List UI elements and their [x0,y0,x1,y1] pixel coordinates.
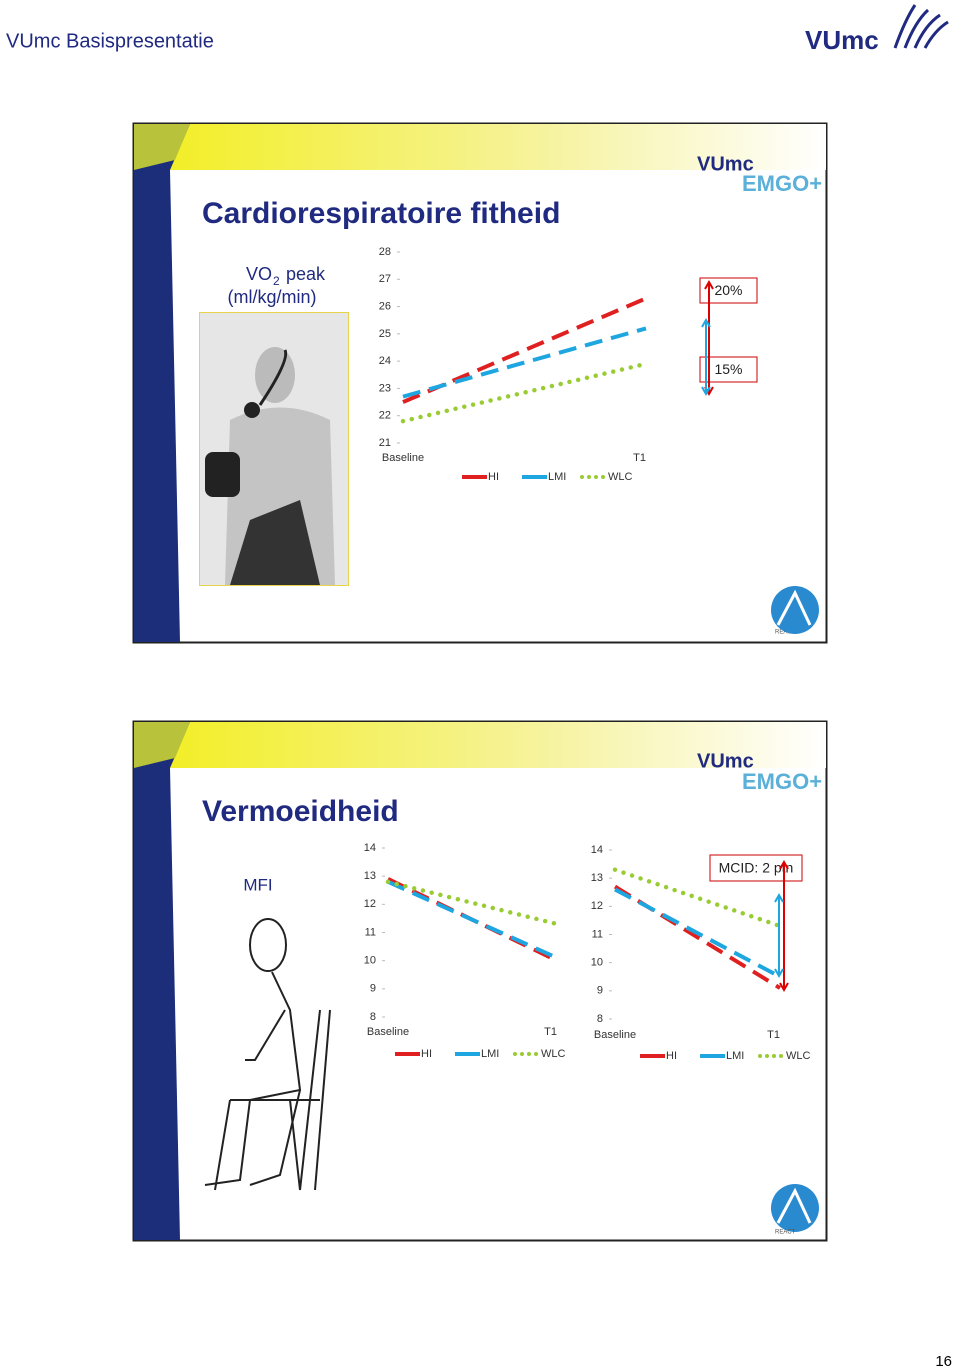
slide-logo: EMGO+ [742,171,822,196]
y-tick-label: 14 [364,842,376,854]
x-tick-label: T1 [633,452,646,464]
y-tick-label: 8 [370,1011,376,1023]
y-tick-label: 9 [370,983,376,995]
axis-label: peak [281,264,326,284]
y-tick-label: 13 [364,870,376,882]
x-tick-label: Baseline [382,452,424,464]
y-tick-label: 25 [379,328,391,340]
header-title: VUmc Basispresentatie [6,30,214,52]
series-line [614,887,781,979]
badge: REACT [775,1230,796,1236]
y-tick-label: 28 [379,246,391,258]
header-logo: VUmc [805,25,879,55]
x-tick-label: T1 [544,1026,557,1038]
y-tick-label: 10 [364,955,376,967]
series-line [612,867,783,929]
legend-label: LMI [548,471,566,483]
series-line [387,879,558,960]
axis-label-sub: 2 [273,274,280,288]
page-number: 16 [935,1353,952,1369]
annotation: 15% [714,361,742,377]
y-tick-label: 24 [379,355,391,367]
legend-label: HI [421,1048,432,1060]
slide-title: Cardiorespiratoire fitheid [202,197,560,230]
y-tick-label: 22 [379,410,391,422]
y-tick-label: 10 [591,957,603,969]
x-tick-label: Baseline [594,1029,636,1041]
y-tick-label: 9 [597,985,603,997]
legend-label: LMI [481,1048,499,1060]
annotation: 20% [714,282,742,298]
slide-logo: EMGO+ [742,769,822,794]
legend-label: HI [666,1050,677,1062]
series-line [402,326,647,399]
legend-label: WLC [608,471,633,483]
arrow-head [774,892,784,979]
annotation: MCID: 2 ptn [719,860,794,876]
legend-label: LMI [726,1050,744,1062]
series-line [385,879,560,927]
axis-unit: (ml/kg/min) [228,287,317,307]
y-tick-label: 27 [379,273,391,285]
cartoon [204,918,331,1191]
legend-label: WLC [786,1050,811,1062]
arrow-head [779,859,789,993]
legend-label: HI [488,471,499,483]
y-tick-label: 11 [365,926,376,938]
badge: REACT [775,630,796,636]
y-tick-label: 11 [592,928,603,940]
arrow-head [701,317,711,397]
y-tick-label: 12 [364,898,376,910]
legend-label: WLC [541,1048,566,1060]
y-tick-label: 13 [591,872,603,884]
y-tick-label: 8 [597,1013,603,1025]
x-tick-label: T1 [767,1029,780,1041]
axis-label: MFI [243,875,272,894]
slide: Vermoeidheid VUmc EMGO+ REACT MFI [132,720,828,1242]
photo-content [200,313,348,585]
y-tick-label: 23 [379,382,391,394]
y-tick-label: 14 [591,844,603,856]
axis-label: VO [246,264,272,284]
slide-logo: VUmc [697,153,754,175]
y-tick-label: 12 [591,900,603,912]
y-tick-label: 26 [379,300,391,312]
slide: Cardiorespiratoire fitheid VUmc EMGO+ RE… [132,122,828,644]
slide-title: Vermoeidheid [202,795,399,828]
series-line [400,361,649,424]
x-tick-label: Baseline [367,1026,409,1038]
logo-mark [893,4,949,49]
slide-logo: VUmc [697,750,754,772]
y-tick-label: 21 [379,437,391,449]
